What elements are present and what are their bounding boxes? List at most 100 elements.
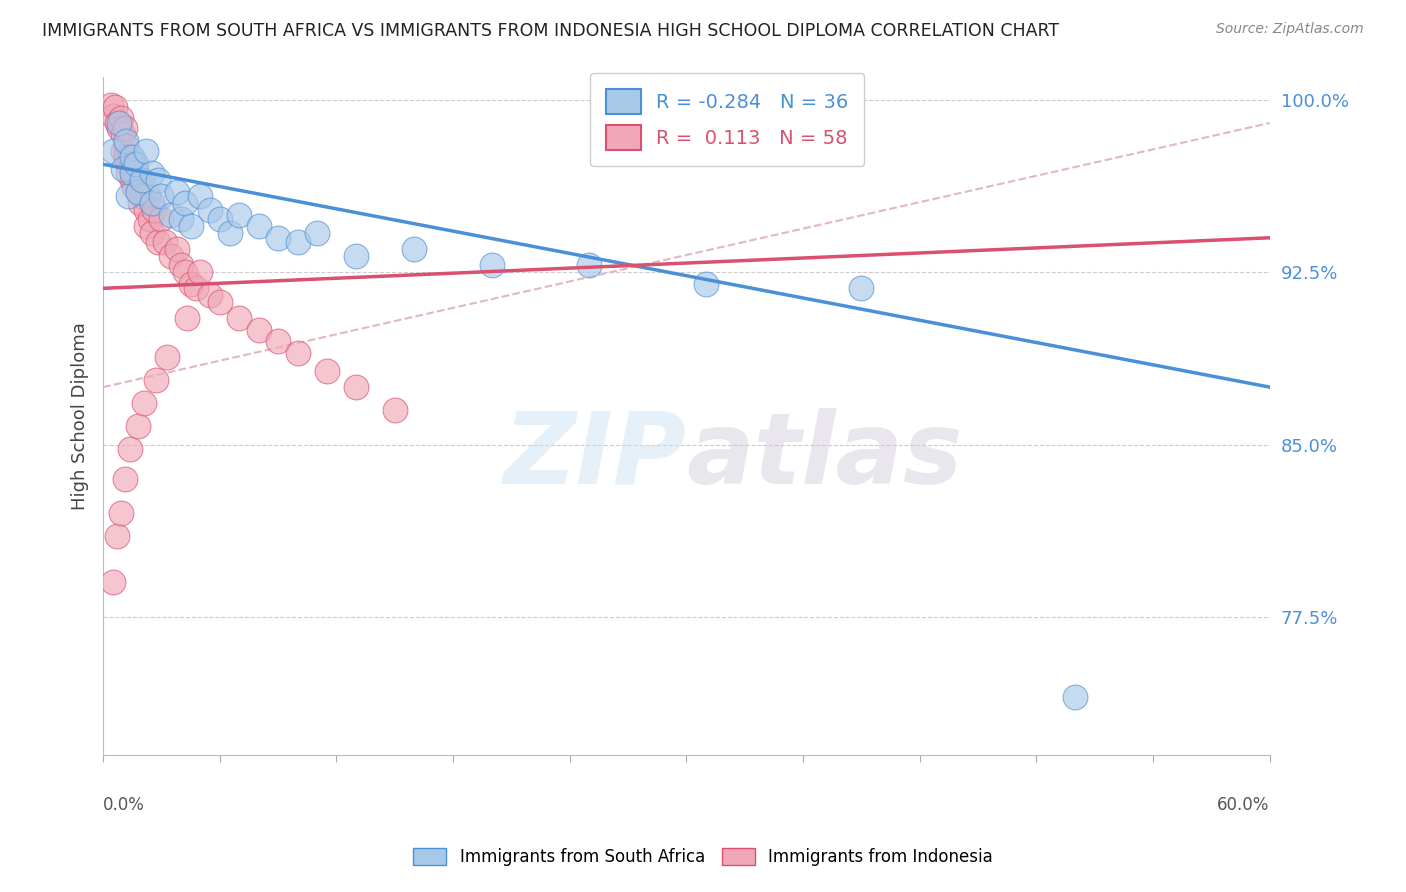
Point [115,134,138,148]
Point [120,442,142,457]
Point [127,419,149,434]
Point [135,144,157,158]
Point [155,235,177,250]
Point [100,97,122,112]
Point [160,208,183,222]
Point [101,109,124,123]
Point [125,157,148,171]
Point [267,231,290,245]
Point [111,128,134,142]
Point [117,189,139,203]
Point [141,196,163,211]
Point [105,529,128,543]
Point [287,345,309,359]
Legend: Immigrants from South Africa, Immigrants from Indonesia: Immigrants from South Africa, Immigrants… [406,841,1000,873]
Point [135,219,157,234]
Point [107,116,129,130]
Point [131,173,153,187]
Point [129,196,152,211]
Point [146,235,169,250]
Point [122,157,145,171]
Point [117,166,139,180]
Point [188,189,211,203]
Point [125,166,148,180]
Text: ZIP: ZIP [503,408,686,505]
Point [160,249,183,263]
Point [851,281,873,295]
Text: IMMIGRANTS FROM SOUTH AFRICA VS IMMIGRANTS FROM INDONESIA HIGH SCHOOL DIPLOMA CO: IMMIGRANTS FROM SOUTH AFRICA VS IMMIGRAN… [42,22,1059,40]
Point [173,265,195,279]
Text: 0.0%: 0.0% [103,796,145,814]
Point [111,144,134,158]
Point [120,150,142,164]
Point [305,226,328,240]
Point [115,139,138,153]
Legend: R = -0.284   N = 36, R =  0.113   N = 58: R = -0.284 N = 36, R = 0.113 N = 58 [591,73,865,166]
Point [267,334,290,348]
Text: Source: ZipAtlas.com: Source: ZipAtlas.com [1216,22,1364,37]
Point [141,166,163,180]
Point [131,189,153,203]
Point [208,295,231,310]
Point [315,364,337,378]
Point [131,173,153,187]
Point [156,350,179,364]
Point [150,189,173,203]
Point [146,173,169,187]
Point [166,242,188,256]
Text: atlas: atlas [686,408,963,505]
Point [176,311,198,326]
Point [104,100,127,114]
Point [150,212,173,227]
Point [208,212,231,227]
Point [121,161,143,176]
Point [135,203,157,218]
Point [170,212,193,227]
Point [114,120,136,135]
Point [247,219,270,234]
Point [105,116,128,130]
Point [344,380,367,394]
Point [117,157,139,171]
Point [180,277,202,291]
Point [107,120,129,135]
Point [101,144,124,158]
Point [228,311,250,326]
Text: 60.0%: 60.0% [1218,796,1270,814]
Point [121,150,143,164]
Point [247,323,270,337]
Point [287,235,309,250]
Point [218,226,240,240]
Point [344,249,367,263]
Point [180,219,202,234]
Point [145,373,167,387]
Point [114,472,136,486]
Point [1064,690,1087,705]
Point [481,258,503,272]
Point [198,288,221,302]
Point [404,242,426,256]
Point [121,166,143,180]
Point [578,258,600,272]
Point [111,161,134,176]
Point [170,258,193,272]
Point [198,203,221,218]
Point [115,150,138,164]
Point [173,196,195,211]
Point [141,226,163,240]
Point [188,265,211,279]
Point [136,189,159,203]
Point [142,203,165,218]
Y-axis label: High School Diploma: High School Diploma [72,322,89,509]
Point [695,277,717,291]
Point [121,173,143,187]
Point [127,185,149,199]
Point [139,212,162,227]
Point [132,396,155,410]
Point [384,403,406,417]
Point [110,112,132,126]
Point [122,180,145,194]
Point [166,185,188,199]
Point [186,281,208,295]
Point [127,185,149,199]
